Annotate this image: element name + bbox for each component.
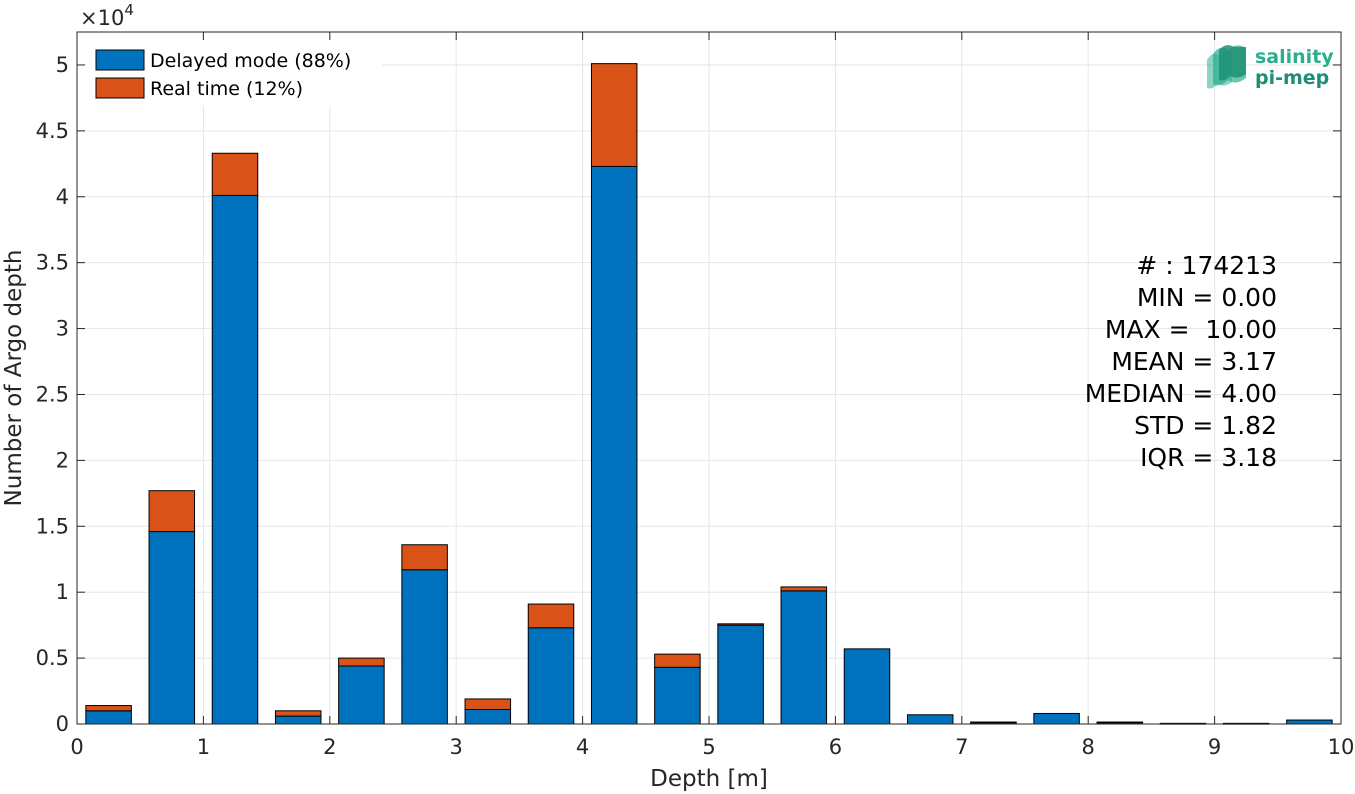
y-tick-label: 3 — [56, 317, 69, 341]
bar-delayed-mode — [590, 165, 638, 725]
x-tick-label: 1 — [197, 735, 210, 759]
bar-delayed-mode — [148, 531, 196, 725]
bar-real-time — [590, 63, 638, 167]
stats-annotation: # : 174213 MIN = 0.00 MAX = 10.00 MEAN =… — [1085, 251, 1277, 472]
bar-delayed-mode — [274, 715, 322, 725]
legend-label-delayed: Delayed mode (88%) — [150, 50, 351, 72]
bar-real-time — [1096, 721, 1144, 724]
x-axis-label: Depth [m] — [650, 766, 768, 792]
x-tick-label: 6 — [829, 735, 842, 759]
bar-delayed-mode — [527, 627, 575, 725]
y-tick-label: 4 — [56, 185, 69, 209]
bar-delayed-mode — [464, 709, 512, 725]
stats-count: # : 174213 — [1136, 251, 1277, 280]
axis-ticks: 0 1 2 3 4 5 6 7 8 9 10 0 0.5 1 1.5 2 2.5 3 3.5 4 4.5 5 — [36, 32, 1355, 759]
bar-delayed-mode — [843, 648, 891, 725]
bar-delayed-mode — [338, 665, 385, 725]
x-tick-label: 10 — [1328, 735, 1355, 759]
x-tick-label: 4 — [576, 735, 589, 759]
bar-real-time — [401, 544, 448, 571]
x-tick-label: 3 — [450, 735, 463, 759]
stats-max: MAX = 10.00 — [1105, 315, 1277, 344]
bar-delayed-mode — [906, 714, 954, 725]
bar-real-time — [211, 152, 259, 196]
legend: Delayed mode (88%) Real time (12%) — [86, 40, 382, 106]
stats-std: STD = 1.82 — [1134, 411, 1277, 440]
bar-real-time — [780, 586, 828, 592]
bar-real-time — [85, 705, 132, 712]
y-tick-label: 0 — [56, 712, 69, 736]
logo-wave-icon — [1207, 45, 1246, 89]
logo-line-2: pi-mep — [1255, 67, 1329, 89]
x-tick-label: 7 — [955, 735, 968, 759]
y-axis-label: Number of Argo depth — [1, 250, 27, 507]
bar-delayed-mode — [401, 569, 448, 725]
bar-delayed-mode — [1033, 712, 1080, 725]
x-tick-label: 0 — [70, 735, 83, 759]
legend-swatch-realtime — [95, 77, 145, 99]
bar-delayed-mode — [654, 666, 701, 725]
legend-label-realtime: Real time (12%) — [150, 78, 303, 100]
y-tick-label: 1.5 — [36, 514, 69, 538]
bar-real-time — [148, 490, 196, 533]
stats-min: MIN = 0.00 — [1137, 283, 1277, 312]
bar-real-time — [527, 603, 575, 629]
stats-iqr: IQR = 3.18 — [1140, 443, 1277, 472]
stats-median: MEDIAN = 4.00 — [1085, 379, 1277, 408]
bar-delayed-mode — [1286, 719, 1333, 725]
y-tick-label: 1 — [56, 580, 69, 604]
y-tick-label: 5 — [56, 53, 69, 77]
x-tick-label: 5 — [702, 735, 715, 759]
bar-real-time — [274, 710, 322, 717]
stats-mean: MEAN = 3.17 — [1111, 347, 1277, 376]
salinity-pimep-logo: salinity pi-mep — [1207, 45, 1334, 89]
legend-swatch-delayed — [95, 49, 145, 71]
bar-real-time — [970, 721, 1017, 724]
bar-delayed-mode — [211, 194, 259, 725]
y-exponent-label: ×104 — [80, 1, 134, 30]
bar-real-time — [464, 698, 512, 711]
bar-real-time — [717, 623, 764, 626]
y-tick-label: 3.5 — [36, 251, 69, 275]
y-tick-label: 0.5 — [36, 646, 69, 670]
y-tick-label: 2.5 — [36, 382, 69, 406]
y-tick-label: 2 — [56, 448, 69, 472]
x-tick-label: 2 — [323, 735, 336, 759]
x-tick-label: 9 — [1208, 735, 1221, 759]
bar-real-time — [338, 657, 385, 667]
x-tick-label: 8 — [1082, 735, 1095, 759]
bar-delayed-mode — [780, 590, 828, 725]
bar-series — [85, 63, 1333, 725]
bar-real-time — [654, 653, 701, 668]
bar-delayed-mode — [85, 710, 132, 725]
bar-delayed-mode — [717, 624, 764, 725]
logo-line-1: salinity — [1255, 46, 1334, 68]
y-tick-label: 4.5 — [36, 119, 69, 143]
y-exponent-power: 4 — [124, 1, 134, 19]
